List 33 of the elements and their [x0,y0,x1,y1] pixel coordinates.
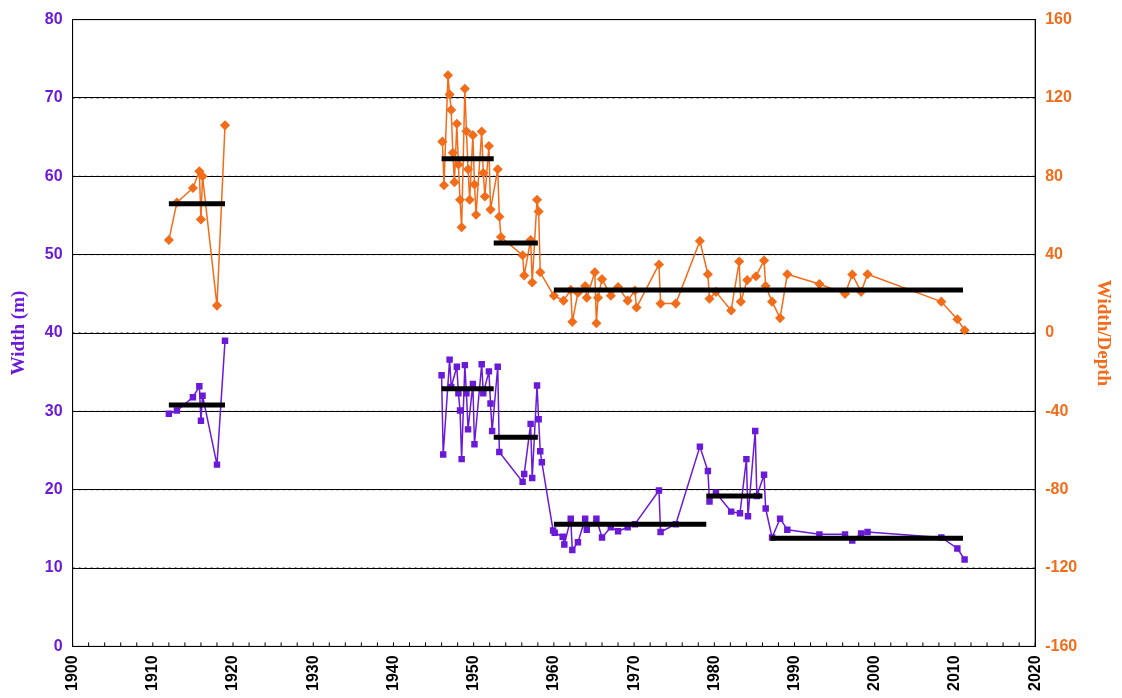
y-tick-label: 40 [44,323,63,341]
y2-tick-label: -120 [1045,558,1078,576]
x-tick-label: 1930 [303,655,321,691]
y2-tick-label: -40 [1045,401,1069,419]
x-tick-label: 2000 [865,655,883,691]
x-tick-label: 1960 [544,655,562,691]
x-tick-label: 1980 [704,655,722,691]
y2-tick-label: -160 [1045,636,1078,654]
x-tick-label: 2010 [945,655,963,691]
y2-tick-label: -80 [1045,480,1069,498]
y2-tick-label: 120 [1045,88,1072,106]
x-tick-label: 1920 [223,655,241,691]
x-tick-label: 2020 [1025,655,1043,691]
y-tick-label: 30 [44,401,63,419]
y-tick-label: 70 [44,88,63,106]
y-tick-label: 20 [44,480,63,498]
y-tick-label: 10 [44,558,63,576]
x-tick-label: 1940 [383,655,401,691]
y2-axis-title: Width/Depth [1093,279,1115,387]
y-axis-title: Width (m) [7,290,30,376]
x-tick-label: 1910 [143,655,161,691]
y2-tick-label: 0 [1045,323,1055,341]
y-tick-label: 60 [44,166,63,184]
y2-tick-label: 80 [1045,166,1064,184]
x-tick-label: 1990 [784,655,802,691]
x-tick-label: 1970 [624,655,642,691]
y2-tick-label: 160 [1045,10,1072,28]
x-tick-label: 1950 [464,655,482,691]
x-tick-label: 1900 [63,655,80,691]
y-tick-label: 80 [44,10,63,28]
y2-tick-label: 40 [1045,245,1064,263]
y-tick-label: 50 [44,245,63,263]
y-tick-label: 0 [53,636,63,654]
